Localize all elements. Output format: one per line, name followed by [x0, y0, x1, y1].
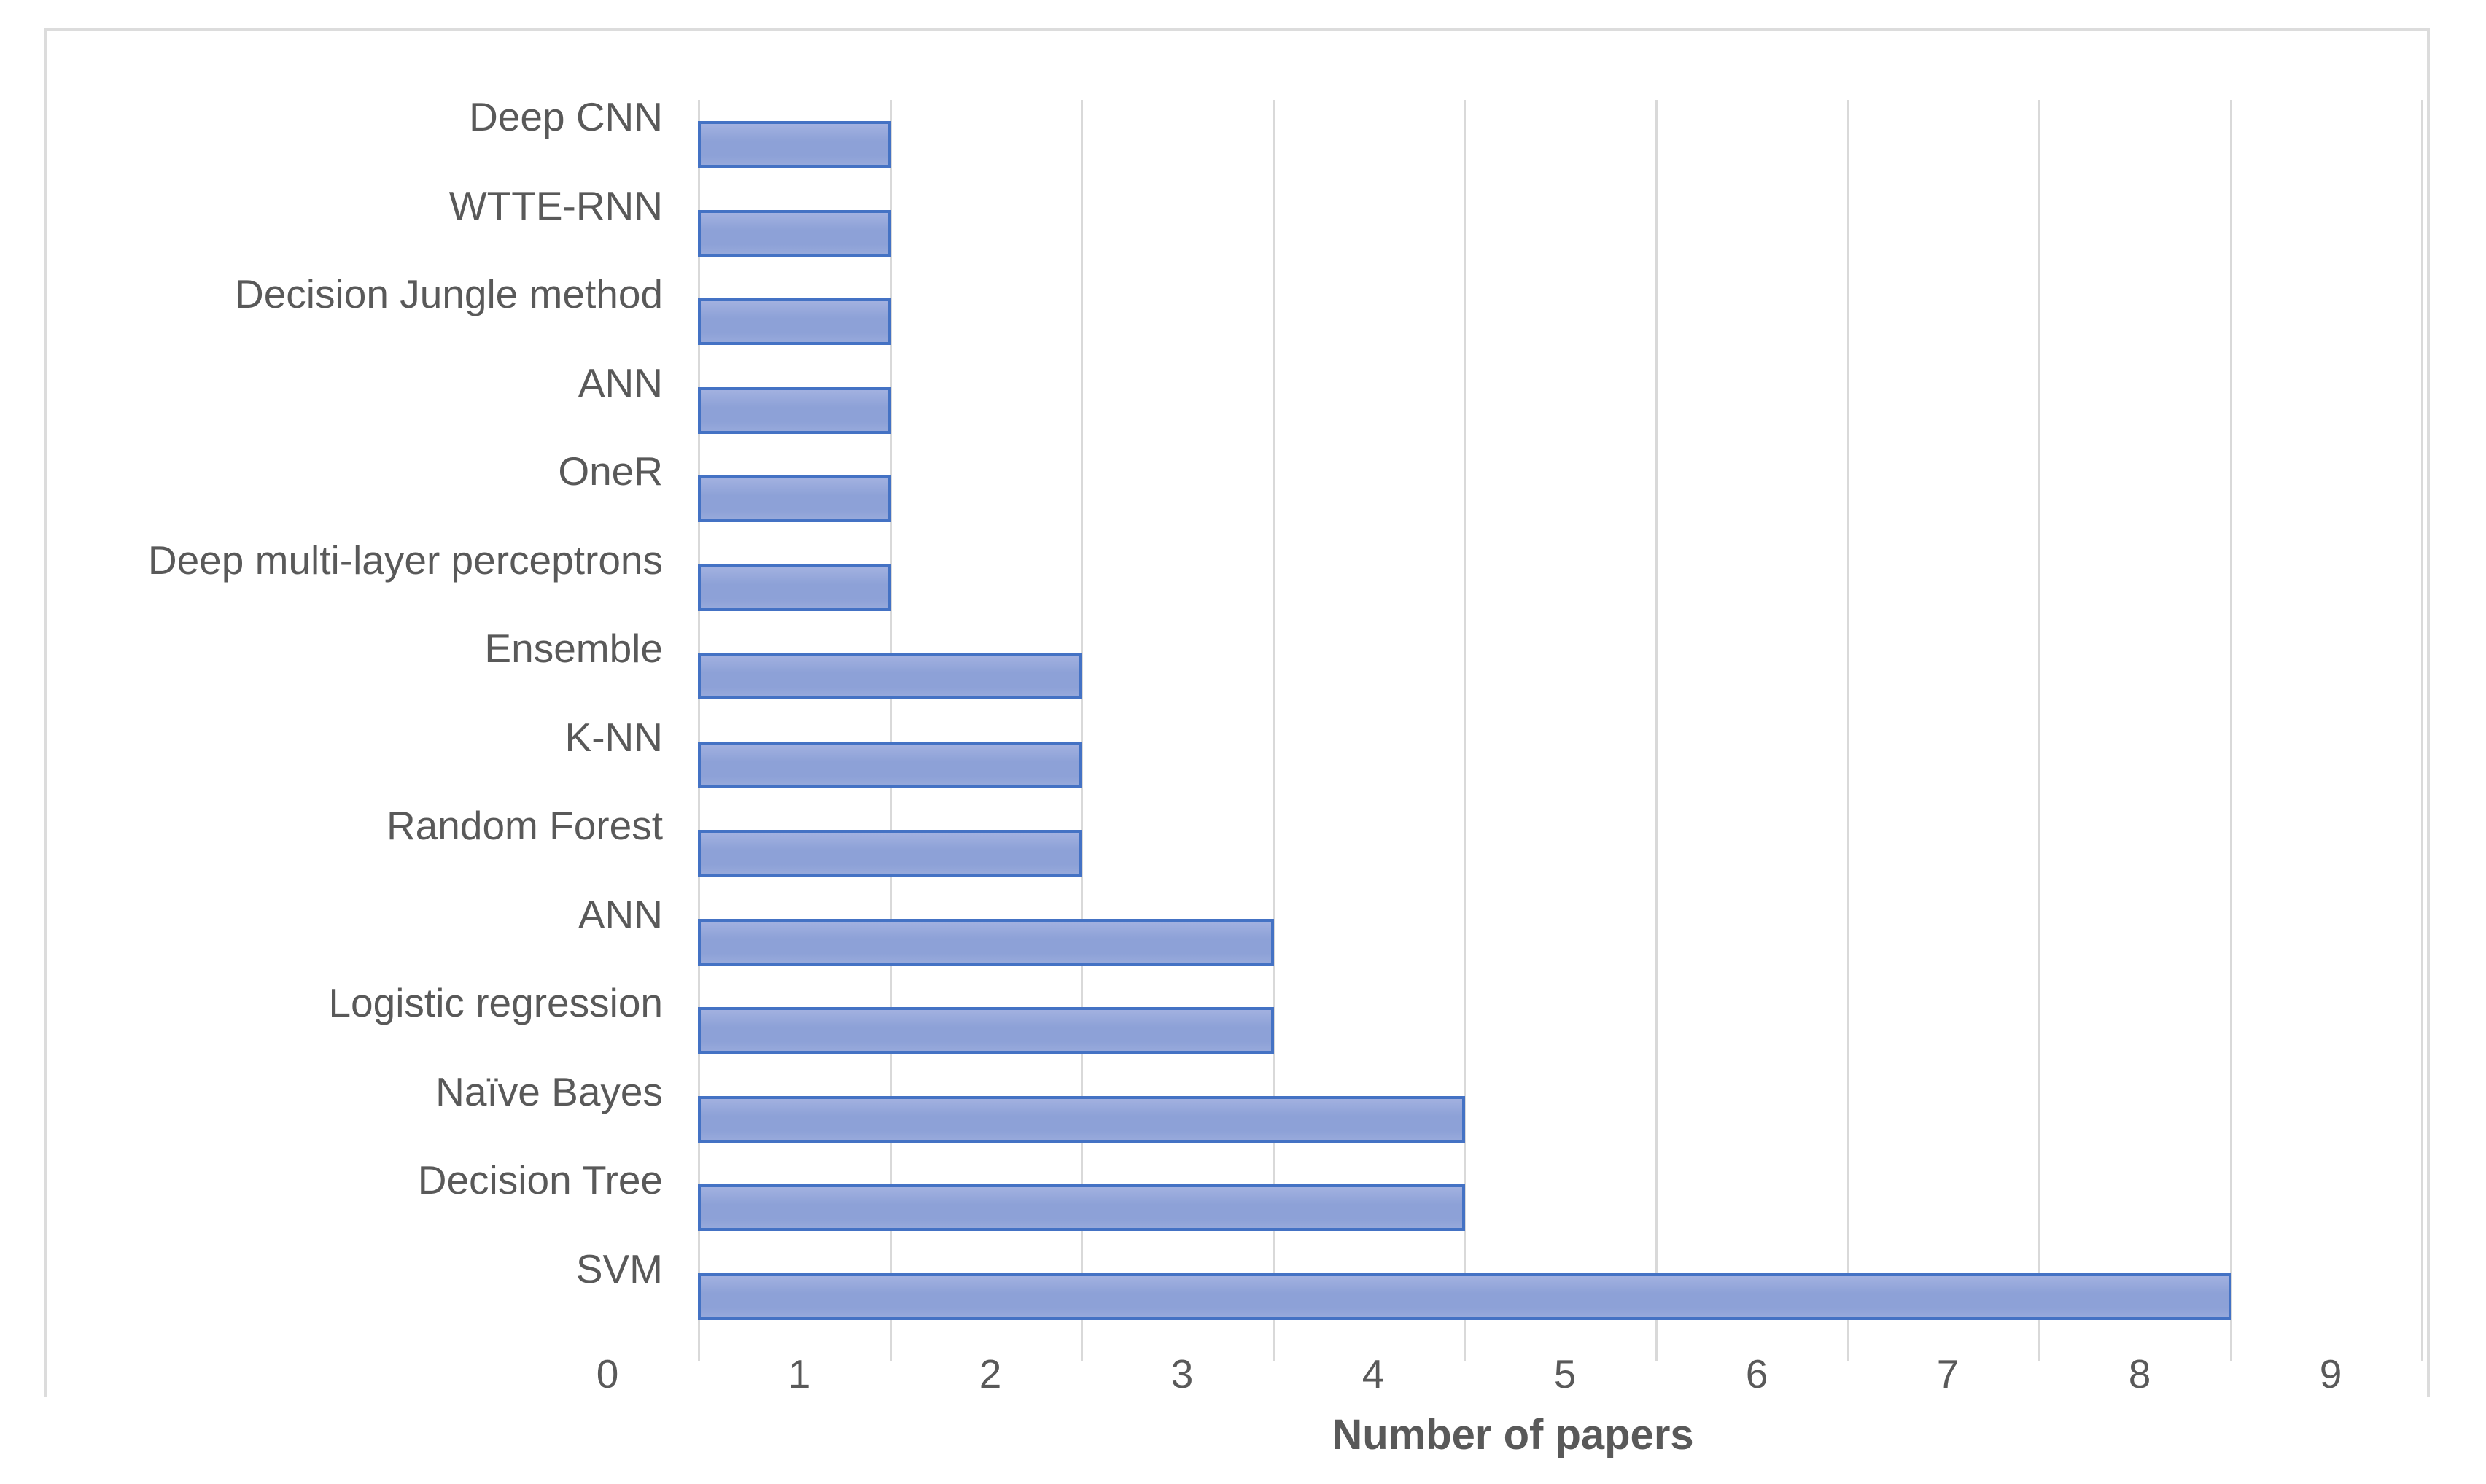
gridline-x-5: [1655, 100, 1658, 1361]
category-label: SVM: [575, 1246, 663, 1291]
category-label: K-NN: [564, 714, 663, 760]
category-label: Random Forest: [386, 802, 663, 848]
plot-area: [698, 100, 2423, 1361]
gridline-x-2: [1081, 100, 1083, 1361]
category-label: Deep CNN: [469, 93, 663, 139]
x-tick-label-6: 6: [1745, 1351, 1768, 1396]
x-tick-label-3: 3: [1170, 1351, 1194, 1396]
category-label: Naïve Bayes: [435, 1068, 663, 1114]
category-label: Decision Jungle method: [234, 271, 663, 316]
category-label: Decision Tree: [417, 1157, 663, 1203]
bar-decision-jungle-method: [698, 298, 891, 345]
bar-wtte-rnn: [698, 210, 891, 257]
bar-ensemble: [698, 653, 1082, 699]
bar-na-ve-bayes: [698, 1096, 1465, 1143]
x-tick-label-7: 7: [1936, 1351, 1959, 1396]
x-tick-label-2: 2: [979, 1351, 1002, 1396]
gridline-x-3: [1273, 100, 1275, 1361]
gridline-x-9: [2421, 100, 2423, 1361]
category-label: ANN: [578, 891, 663, 937]
bar-deep-cnn: [698, 121, 891, 168]
x-tick-label-8: 8: [2128, 1351, 2151, 1396]
category-label: Deep multi-layer perceptrons: [147, 537, 663, 583]
gridline-x-4: [1464, 100, 1466, 1361]
bar-logistic-regression: [698, 1007, 1274, 1054]
gridline-x-6: [1847, 100, 1849, 1361]
bar-decision-tree: [698, 1184, 1465, 1231]
category-label: OneR: [558, 448, 663, 494]
category-label: WTTE-RNN: [448, 182, 663, 228]
gridline-x-7: [2038, 100, 2040, 1361]
x-tick-label-9: 9: [2319, 1351, 2342, 1396]
category-label: ANN: [578, 360, 663, 405]
x-tick-label-0: 0: [596, 1351, 619, 1396]
bar-svm: [698, 1273, 2231, 1320]
bar-k-nn: [698, 742, 1082, 788]
category-label: Ensemble: [484, 625, 663, 671]
bar-ann: [698, 919, 1274, 966]
chart-frame: Deep CNN WTTE-RNN Decision Jungle method AN…: [44, 28, 2430, 1397]
x-tick-label-4: 4: [1362, 1351, 1385, 1396]
x-tick-label-5: 5: [1553, 1351, 1577, 1396]
x-tick-label-1: 1: [788, 1351, 811, 1396]
bar-oner: [698, 475, 891, 522]
bar-random-forest: [698, 830, 1082, 877]
bar-ann: [698, 387, 891, 434]
x-axis-title: Number of papers: [1332, 1411, 1694, 1458]
category-label: Logistic regression: [328, 979, 663, 1025]
gridline-x-0: [698, 100, 700, 1361]
gridline-x-8: [2230, 100, 2232, 1361]
gridline-x-1: [890, 100, 892, 1361]
bar-deep-multi-layer-perceptrons: [698, 564, 891, 611]
